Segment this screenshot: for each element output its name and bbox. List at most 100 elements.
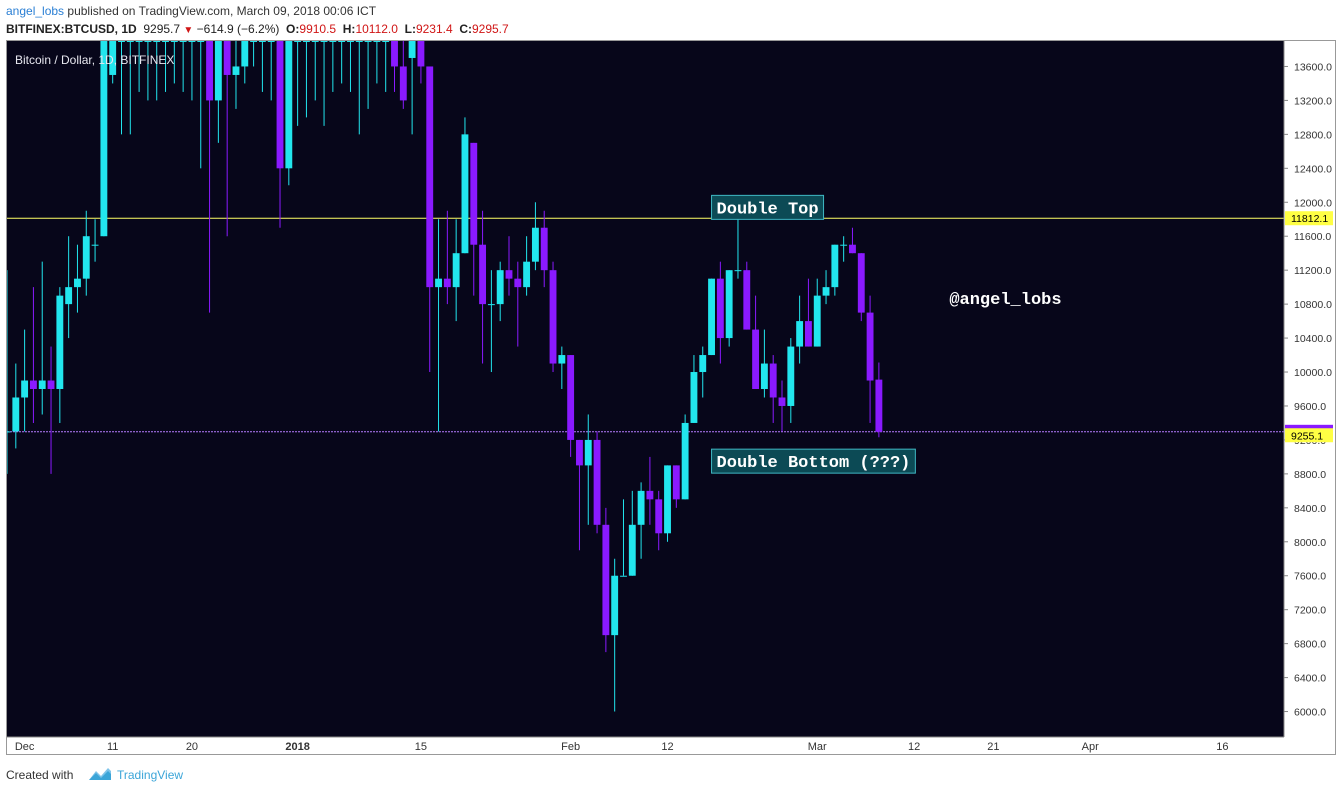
candle-body [725, 270, 733, 339]
candle-body [417, 41, 425, 67]
y-tick-label: 6400.0 [1294, 673, 1326, 685]
price-tag-label: 11812.1 [1291, 213, 1328, 225]
candle-body [241, 41, 249, 67]
candle-body [29, 380, 37, 389]
y-tick-label: 6000.0 [1294, 707, 1326, 719]
low-label: L: [404, 22, 416, 36]
high-label: H: [342, 22, 356, 36]
low-value: 9231.4 [415, 22, 453, 36]
x-tick-label: 2018 [285, 741, 309, 753]
candle-body [435, 278, 442, 288]
candle-body [540, 227, 548, 271]
candle-body [320, 41, 328, 42]
candle-body [487, 304, 495, 306]
y-tick-label: 8400.0 [1294, 503, 1326, 515]
candle-body [294, 41, 302, 42]
y-tick-label: 13200.0 [1294, 95, 1332, 107]
candle-body [672, 465, 680, 500]
candle-body [56, 295, 64, 389]
candle-body [443, 278, 451, 288]
y-tick-label: 13600.0 [1294, 61, 1332, 73]
candle-body [338, 41, 346, 42]
candle-body [38, 380, 46, 389]
candle-body [734, 270, 742, 272]
y-tick-label: 6800.0 [1294, 639, 1326, 651]
candle-body [267, 41, 275, 42]
tradingview-brand-link[interactable]: TradingView [117, 768, 184, 782]
candle-body [787, 346, 795, 406]
candle-body [100, 41, 108, 237]
y-tick-label: 7200.0 [1294, 605, 1326, 617]
candle-body [716, 278, 724, 339]
candle-body [135, 41, 143, 42]
price-change: −614.9 (−6.2%) [196, 22, 280, 36]
candle-body [21, 380, 29, 398]
candle-body [355, 41, 363, 42]
candle-body [646, 490, 654, 500]
candle-body [549, 270, 557, 364]
candle-body [382, 41, 390, 42]
candle-body [188, 41, 196, 42]
candle-body [126, 41, 134, 42]
y-tick-label: 7600.0 [1294, 571, 1326, 583]
price-tag-label: 9255.1 [1291, 430, 1323, 442]
candle-body [258, 41, 266, 42]
close-value: 9295.7 [471, 22, 509, 36]
candle-body [866, 312, 874, 381]
candle-body [849, 244, 856, 254]
open-value: 9910.5 [299, 22, 337, 36]
plot-background [7, 41, 1284, 737]
ohlc-summary: BITFINEX:BTCUSD, 1D 9295.7 ▼ −614.9 (−6.… [6, 22, 509, 36]
candle-body [91, 244, 99, 246]
candle-body [276, 41, 284, 169]
candle-body [637, 490, 645, 525]
candle-body [857, 253, 865, 313]
candle-body [82, 236, 90, 279]
last-price: 9295.7 [143, 22, 181, 36]
y-tick-label: 12800.0 [1294, 129, 1332, 141]
candle-body [584, 439, 592, 466]
x-tick-label: 11 [107, 741, 118, 753]
x-tick-label: 12 [908, 741, 920, 753]
candle-body [250, 41, 258, 42]
candle-body [153, 41, 161, 42]
candle-body [531, 227, 539, 262]
chart-footer: Created with TradingView [0, 757, 1342, 793]
candle-body [831, 244, 839, 288]
candlestick-chart[interactable]: Bitcoin / Dollar, 1D, BITFINEX Double Top… [6, 40, 1336, 755]
down-arrow-icon: ▼ [183, 25, 194, 36]
annotation-box [711, 448, 916, 474]
high-value: 10112.0 [355, 22, 398, 36]
chart-area[interactable]: Bitcoin / Dollar, 1D, BITFINEX Double Top… [6, 40, 1336, 755]
candle-body [206, 41, 213, 101]
y-tick-label: 10800.0 [1294, 299, 1332, 311]
candle-body [690, 372, 698, 423]
candle-body [144, 41, 152, 42]
candle-body [514, 278, 522, 288]
x-tick-label: Feb [561, 741, 580, 753]
candles-group [7, 41, 1284, 712]
x-tick-label: 21 [987, 741, 999, 753]
candle-body [452, 253, 460, 288]
candle-body [223, 41, 231, 75]
candle-body [523, 261, 531, 288]
candle-body [611, 575, 619, 636]
annotation-label: Double Top [717, 200, 819, 219]
x-tick-label: 16 [1216, 741, 1228, 753]
x-tick-label: 12 [661, 741, 673, 753]
y-tick-label: 10000.0 [1294, 367, 1332, 379]
candle-body [804, 321, 812, 347]
open-label: O: [286, 22, 300, 36]
candle-body [778, 397, 786, 406]
author-link[interactable]: angel_lobs [6, 4, 65, 18]
candle-body [311, 41, 319, 42]
candle-body [391, 41, 398, 67]
candle-body [875, 379, 883, 432]
candle-body [232, 66, 240, 75]
candle-body [461, 134, 469, 254]
candle-body [109, 41, 117, 75]
candle-body [329, 41, 337, 42]
chart-header: angel_lobs published on TradingView.com,… [0, 0, 1342, 40]
candle-body [813, 295, 821, 347]
candle-body [347, 41, 354, 42]
